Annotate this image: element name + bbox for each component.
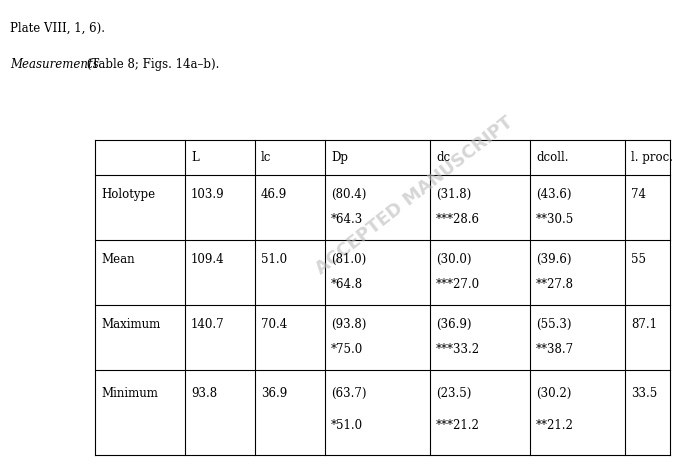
- Text: ***28.6: ***28.6: [436, 212, 480, 226]
- Text: ***21.2: ***21.2: [436, 419, 480, 432]
- Text: 93.8: 93.8: [191, 387, 217, 400]
- Text: (43.6): (43.6): [536, 188, 571, 201]
- Text: 103.9: 103.9: [191, 188, 225, 201]
- Text: Dp: Dp: [331, 151, 348, 164]
- Text: 33.5: 33.5: [631, 387, 657, 400]
- Text: l. proc.: l. proc.: [631, 151, 673, 164]
- Text: dc: dc: [436, 151, 450, 164]
- Text: 36.9: 36.9: [261, 387, 287, 400]
- Text: 46.9: 46.9: [261, 188, 287, 201]
- Text: 109.4: 109.4: [191, 253, 225, 266]
- Text: 70.4: 70.4: [261, 318, 287, 331]
- Text: ***27.0: ***27.0: [436, 278, 480, 291]
- Text: (36.9): (36.9): [436, 318, 471, 331]
- Text: *75.0: *75.0: [331, 343, 363, 356]
- Text: Plate VIII, 1, 6).: Plate VIII, 1, 6).: [10, 22, 105, 35]
- Text: **21.2: **21.2: [536, 419, 574, 432]
- Text: *51.0: *51.0: [331, 419, 363, 432]
- Text: **38.7: **38.7: [536, 343, 574, 356]
- Text: Minimum: Minimum: [101, 387, 158, 400]
- Text: 55: 55: [631, 253, 646, 266]
- Text: (31.8): (31.8): [436, 188, 471, 201]
- Text: *64.3: *64.3: [331, 212, 363, 226]
- Text: 74: 74: [631, 188, 646, 201]
- Text: Mean: Mean: [101, 253, 135, 266]
- Text: Maximum: Maximum: [101, 318, 160, 331]
- Text: (80.4): (80.4): [331, 188, 366, 201]
- Text: (55.3): (55.3): [536, 318, 571, 331]
- Text: 87.1: 87.1: [631, 318, 657, 331]
- Text: 140.7: 140.7: [191, 318, 225, 331]
- Text: (30.2): (30.2): [536, 387, 571, 400]
- Text: (63.7): (63.7): [331, 387, 366, 400]
- Text: (Table 8; Figs. 14a–b).: (Table 8; Figs. 14a–b).: [83, 58, 219, 71]
- Text: Measurements: Measurements: [10, 58, 99, 71]
- Text: 51.0: 51.0: [261, 253, 287, 266]
- Text: L: L: [191, 151, 199, 164]
- Text: (39.6): (39.6): [536, 253, 571, 266]
- Text: **27.8: **27.8: [536, 278, 574, 291]
- Text: **30.5: **30.5: [536, 212, 574, 226]
- Text: (93.8): (93.8): [331, 318, 366, 331]
- Text: (23.5): (23.5): [436, 387, 471, 400]
- Text: Holotype: Holotype: [101, 188, 155, 201]
- Text: (30.0): (30.0): [436, 253, 471, 266]
- Text: ***33.2: ***33.2: [436, 343, 480, 356]
- Text: (81.0): (81.0): [331, 253, 366, 266]
- Text: dcoll.: dcoll.: [536, 151, 569, 164]
- Text: lc: lc: [261, 151, 272, 164]
- Text: ACCEPTED MANUSCRIPT: ACCEPTED MANUSCRIPT: [312, 113, 517, 278]
- Text: *64.8: *64.8: [331, 278, 363, 291]
